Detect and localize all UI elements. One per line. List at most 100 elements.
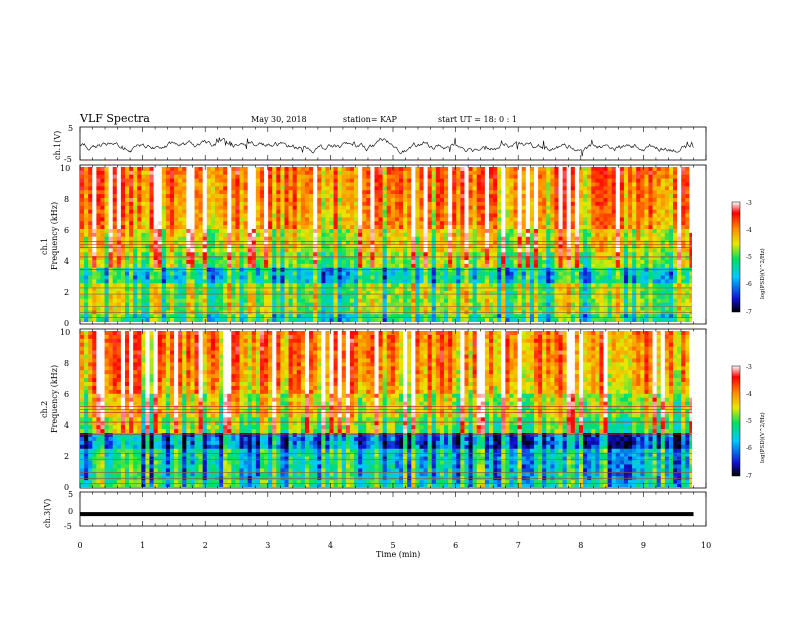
spectrogram-cell (370, 221, 375, 226)
spectrogram-cell (533, 205, 539, 210)
spectrogram-cell (484, 174, 490, 179)
spectrogram-cell (476, 198, 482, 203)
spectrogram-cell (505, 275, 510, 280)
spectrogram-cell (157, 201, 163, 207)
spectrogram-cell (611, 198, 617, 203)
spectrogram-cell (288, 174, 293, 179)
spectrogram-cell (317, 283, 322, 288)
spectrogram-cell (599, 167, 604, 172)
spectrogram-cell (468, 240, 473, 245)
spectrogram-cell (120, 294, 126, 300)
spectrogram-cell (583, 186, 588, 191)
spectrogram-cell (264, 287, 269, 292)
spectrogram-cell (431, 209, 437, 214)
spectrogram-cell (562, 217, 567, 222)
spectrogram-cell (501, 198, 506, 203)
spectrogram-cell (660, 275, 666, 280)
spectrogram-cell (423, 256, 428, 261)
spectrogram-cell (677, 225, 682, 230)
spectrogram-cell (570, 182, 576, 187)
spectrogram-cell (157, 209, 163, 214)
spectrogram-cell (362, 174, 367, 179)
spectrogram-cell (169, 178, 175, 183)
spectrogram-cell (378, 275, 383, 280)
spectrogram-cell (497, 244, 502, 249)
spectrogram-cell (615, 178, 621, 183)
spectrogram-cell (358, 225, 363, 230)
spectrogram-cell (194, 294, 199, 300)
spectrogram-cell (399, 248, 404, 253)
spectrogram-cell (689, 174, 692, 179)
spectrogram-cell (309, 182, 314, 187)
spectrogram-cell (288, 225, 293, 230)
spectrogram-cell (554, 221, 559, 226)
spectrogram-cell (174, 275, 179, 280)
spectrogram-cell (538, 275, 543, 280)
spectrogram-cell (366, 279, 371, 284)
spectrogram-cell (636, 279, 641, 284)
spectrogram-cell (407, 267, 412, 272)
spectrogram-cell (255, 198, 261, 203)
spectrogram-cell (296, 260, 302, 265)
spectrogram-cell (288, 209, 293, 214)
spectrogram-cell (313, 201, 318, 207)
spectrogram-cell (141, 291, 146, 296)
spectrogram-cell (456, 275, 461, 280)
spectrogram-cell (337, 260, 343, 265)
spectrogram-cell (317, 229, 322, 234)
spectrogram-cell (640, 291, 645, 296)
spectrogram-cell (444, 170, 449, 176)
spectrogram-cell (595, 283, 600, 288)
spectrogram-cell (611, 279, 617, 284)
spectrogram-cell (456, 236, 461, 241)
spectrogram-cell (92, 217, 97, 222)
spectrogram-cell (689, 167, 692, 172)
spectrogram-cell (444, 174, 449, 179)
spectrogram-cell (345, 283, 351, 288)
spectrogram-cell (317, 205, 322, 210)
spectrogram-cell (304, 217, 310, 222)
spectrogram-cell (636, 190, 641, 195)
spectrogram-cell (165, 194, 171, 199)
spectrogram-cell (239, 170, 244, 176)
spectrogram-cell (529, 174, 535, 179)
spectrogram-cell (390, 252, 396, 257)
spectrogram-cell (660, 260, 666, 265)
spectrogram-cell (210, 225, 216, 230)
spectrogram-cell (259, 198, 265, 203)
spectrogram-cell (120, 260, 126, 265)
spectrogram-cell (251, 221, 257, 226)
spectrogram-cell (80, 252, 85, 257)
spectrogram-cell (374, 174, 379, 179)
spectrogram-cell (194, 174, 199, 179)
spectrogram-cell (129, 248, 134, 253)
spectrogram-cell (210, 182, 216, 187)
spectrogram-cell (677, 287, 682, 292)
spectrogram-cell (386, 209, 392, 214)
spectrogram-cell (80, 198, 85, 203)
spectrogram-cell (448, 229, 453, 234)
spectrogram-cell (378, 256, 383, 261)
spectrogram-cell (358, 240, 363, 245)
spectrogram-cell (288, 252, 293, 257)
spectrogram-cell (509, 240, 514, 245)
spectrogram-cell (178, 221, 183, 226)
spectrogram-cell (603, 167, 608, 172)
spectrogram-cell (374, 221, 379, 226)
spectrogram-cell (448, 291, 453, 296)
spectrogram-cell (660, 283, 666, 288)
spectrogram-cell (521, 248, 527, 253)
spectrogram-cell (92, 213, 97, 218)
spectrogram-cell (640, 244, 645, 249)
spectrogram-cell (509, 275, 514, 280)
spectrogram-cell (210, 186, 216, 191)
spectrogram-cell (456, 240, 461, 245)
spectrogram-cell (174, 279, 179, 284)
spectrogram-cell (202, 209, 208, 214)
spectrogram-cell (317, 232, 322, 238)
spectrogram-cell (206, 248, 212, 253)
spectrogram-cell (476, 232, 482, 238)
spectrogram-cell (124, 291, 130, 296)
spectrogram-cell (591, 209, 596, 214)
spectrogram-cell (362, 217, 367, 222)
